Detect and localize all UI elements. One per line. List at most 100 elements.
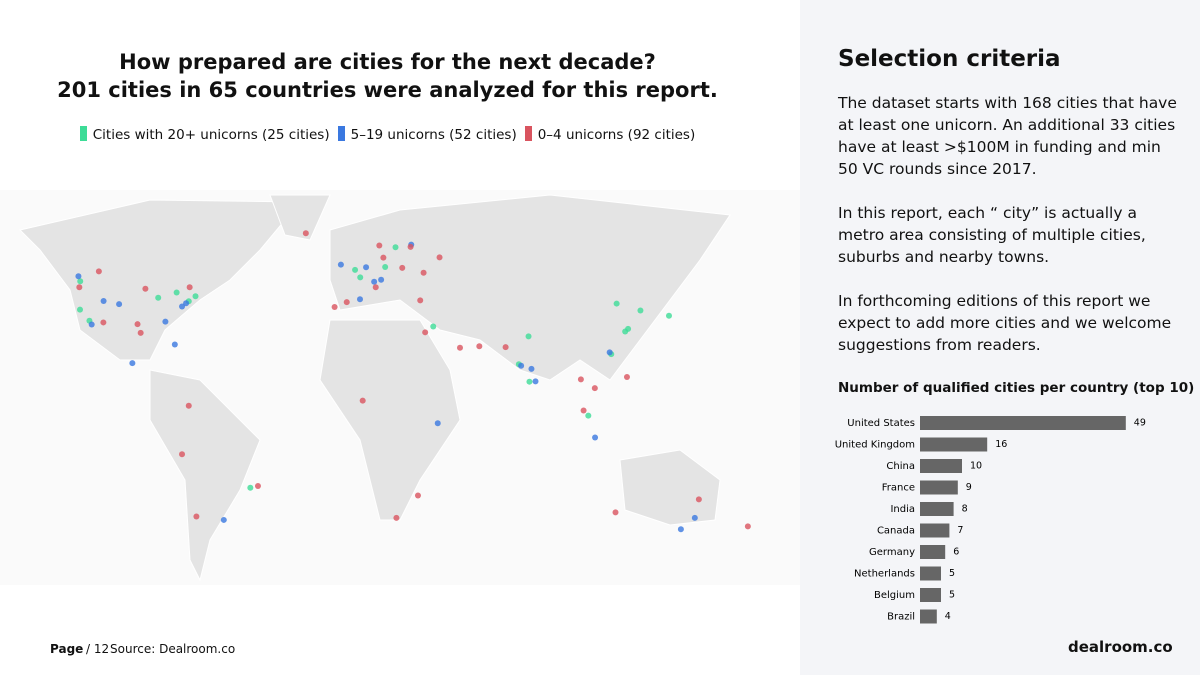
legend-item: 5–19 unicorns (52 cities) [337, 126, 517, 143]
city-dot [380, 254, 387, 261]
world-map [0, 190, 800, 585]
city-dot [414, 492, 421, 499]
city-dot [372, 284, 379, 291]
legend-item: Cities with 20+ unicorns (25 cities) [79, 126, 330, 143]
city-dot [677, 526, 684, 533]
city-dot [613, 300, 620, 307]
city-dot [220, 516, 227, 523]
city-dot [378, 276, 385, 283]
city-dot [331, 304, 338, 311]
legend-label: 0–4 unicorns (92 cities) [537, 127, 696, 143]
city-dot [185, 402, 192, 409]
city-dot [525, 333, 532, 340]
legend-swatch [79, 126, 87, 141]
title-line: How prepared are cities for the next dec… [119, 50, 656, 74]
city-dot [526, 378, 533, 385]
y-tick-label: Netherlands [854, 569, 915, 580]
bar [920, 437, 988, 452]
sidebar-title: Selection criteria [838, 46, 1061, 72]
city-dot [75, 273, 82, 280]
value-label: 4 [945, 611, 951, 622]
value-label: 6 [953, 547, 959, 558]
south-america [149, 369, 261, 582]
sidebar: Selection criteria The dataset starts wi… [800, 0, 1200, 675]
city-dot [476, 343, 483, 350]
value-label: 49 [1134, 418, 1146, 429]
city-dot [376, 242, 383, 249]
city-dot [580, 407, 587, 414]
city-dot [637, 307, 644, 314]
city-dot [100, 297, 107, 304]
city-dot [193, 513, 200, 520]
value-label: 5 [949, 568, 955, 579]
city-dot [179, 303, 186, 310]
city-dot [417, 297, 424, 304]
y-tick-label: Brazil [887, 612, 915, 623]
city-dot [518, 362, 525, 369]
value-label: 7 [957, 525, 963, 536]
value-label: 5 [949, 590, 955, 601]
city-dot [382, 263, 389, 270]
city-dot [532, 378, 539, 385]
legend-item: 0–4 unicorns (92 cities) [524, 126, 696, 143]
bar [920, 502, 954, 516]
page-number: / 12 [86, 642, 110, 656]
city-dot [171, 341, 178, 348]
city-dot [371, 278, 378, 285]
city-dot [585, 412, 592, 419]
sidebar-text: The dataset starts with 168 cities that … [838, 92, 1178, 378]
paragraph: In this report, each “ city” is actually… [838, 204, 1146, 266]
source: Source: Dealroom.co [110, 642, 236, 656]
city-dot [302, 230, 309, 237]
city-dot [695, 496, 702, 503]
y-tick-label: India [890, 504, 915, 515]
bar [920, 566, 941, 581]
greenland [269, 194, 331, 241]
legend-swatch [337, 126, 345, 141]
city-dot [744, 523, 751, 530]
title: How prepared are cities for the next dec… [0, 48, 775, 104]
paragraph: In forthcoming editions of this report w… [838, 292, 1172, 354]
city-dot [77, 278, 84, 285]
city-dot [623, 374, 630, 381]
bar [920, 459, 962, 473]
eurasia [329, 194, 731, 381]
city-dot [665, 312, 672, 319]
city-dot [137, 329, 144, 336]
city-dot [77, 306, 83, 313]
city-dot [577, 376, 584, 383]
city-dot [691, 514, 698, 521]
city-dot [352, 266, 359, 273]
city-dot [155, 294, 162, 301]
y-tick-label: United States [847, 418, 915, 429]
y-tick-label: Canada [877, 526, 915, 537]
city-dot [359, 397, 366, 404]
title-line: 201 cities in 65 countries were analyzed… [57, 78, 718, 102]
city-dot [363, 264, 370, 271]
bar [920, 416, 1126, 430]
city-dot [357, 296, 363, 303]
bar [920, 609, 937, 624]
city-dot [100, 319, 107, 326]
africa [319, 319, 461, 521]
city-dot [88, 321, 95, 328]
city-dot [357, 274, 364, 281]
city-dot [129, 360, 136, 367]
brand: dealroom.co [1068, 638, 1173, 656]
city-dot [179, 451, 186, 458]
legend: Cities with 20+ unicorns (25 cities) 5–19… [0, 126, 775, 143]
city-dot [186, 284, 193, 291]
y-tick-label: United Kingdom [835, 440, 915, 451]
australia [619, 449, 721, 526]
city-dot [502, 344, 509, 351]
value-label: 9 [966, 482, 972, 493]
paragraph: The dataset starts with 168 cities that … [838, 94, 1177, 178]
city-dot [528, 365, 535, 372]
legend-swatch [524, 126, 532, 141]
city-dot [436, 254, 443, 261]
city-dot [134, 321, 141, 328]
bar-chart-title: Number of qualified cities per country (… [838, 380, 1195, 396]
city-dot [422, 329, 429, 336]
